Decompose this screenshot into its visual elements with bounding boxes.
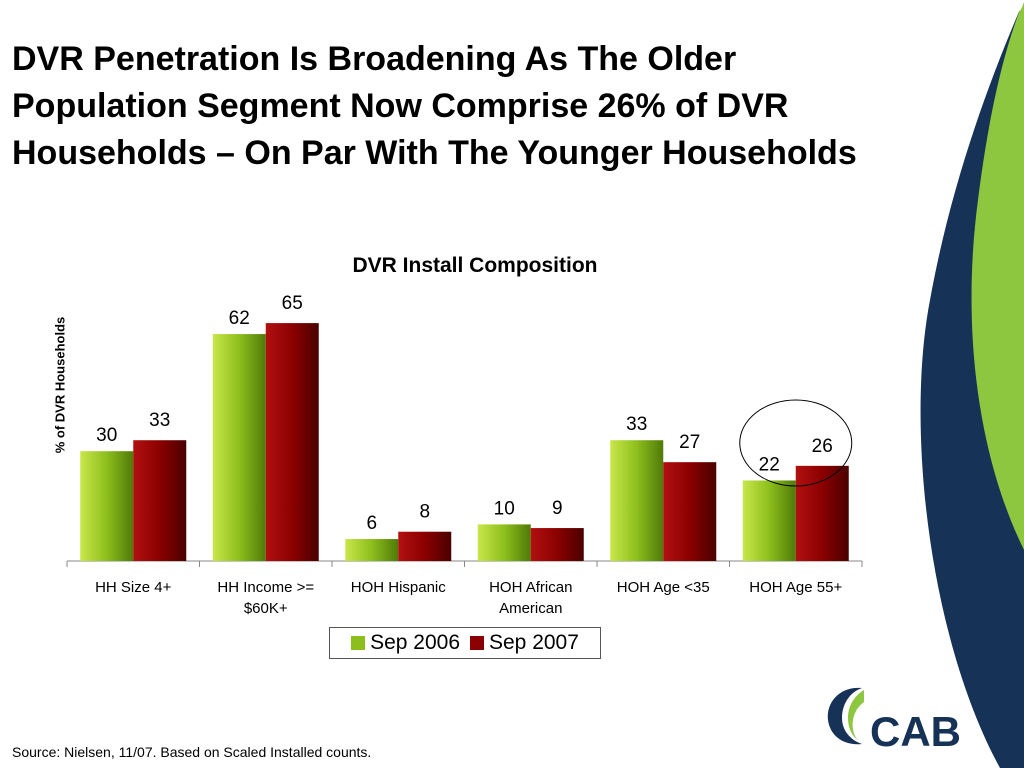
logo-swoosh-shape bbox=[827, 687, 862, 745]
source-note: Source: Nielsen, 11/07. Based on Scaled … bbox=[12, 744, 372, 760]
chart-title: DVR Install Composition bbox=[352, 254, 598, 277]
bar-sep-2006 bbox=[610, 440, 664, 561]
data-label: 26 bbox=[812, 436, 833, 457]
x-tick-label: HOH Hispanic bbox=[351, 579, 447, 596]
data-label: 22 bbox=[759, 454, 780, 475]
slide-title: DVR Penetration Is Broadening As The Old… bbox=[12, 40, 857, 172]
bar-sep-2007 bbox=[795, 465, 849, 561]
chart-legend: Sep 2006 Sep 2007 bbox=[329, 627, 601, 659]
bar-sep-2006 bbox=[345, 539, 399, 561]
x-tick-label: HH Size 4+ bbox=[95, 579, 172, 596]
data-label: 6 bbox=[366, 513, 377, 534]
green-arc-shape bbox=[971, 0, 1024, 550]
logo-text: CAB bbox=[870, 708, 961, 754]
data-label: 9 bbox=[552, 498, 563, 519]
x-tick-label: $60K+ bbox=[244, 600, 288, 617]
x-tick-label: HOH Age 55+ bbox=[749, 579, 842, 596]
bar-sep-2006 bbox=[80, 451, 134, 561]
cab-logo: CAB bbox=[827, 687, 961, 754]
data-label: 33 bbox=[626, 414, 647, 435]
white-gap-shape bbox=[1010, 0, 1024, 12]
legend-item-sep-2006: Sep 2006 bbox=[351, 631, 460, 655]
legend-label-sep-2006: Sep 2006 bbox=[370, 631, 460, 654]
logo-swoosh-green-shape bbox=[848, 690, 864, 740]
x-tick-label: HOH Age <35 bbox=[617, 579, 710, 596]
highlight-circle bbox=[739, 399, 853, 487]
data-label: 8 bbox=[419, 502, 430, 523]
data-label: 65 bbox=[282, 293, 303, 314]
data-label: 33 bbox=[149, 410, 170, 431]
data-label: 62 bbox=[229, 308, 250, 329]
bar-sep-2007 bbox=[133, 440, 187, 561]
bar-sep-2007 bbox=[663, 462, 717, 561]
x-tick-label: American bbox=[499, 600, 562, 617]
x-tick-label: HH Income >= bbox=[217, 579, 314, 596]
bar-sep-2007 bbox=[530, 528, 584, 561]
legend-item-sep-2007: Sep 2007 bbox=[470, 631, 579, 655]
bar-sep-2007 bbox=[265, 323, 319, 561]
x-tick-label: HOH African bbox=[489, 579, 572, 596]
legend-swatch-sep-2007 bbox=[470, 636, 484, 650]
legend-label-sep-2007: Sep 2007 bbox=[489, 631, 579, 654]
y-axis-label: % of DVR Households bbox=[52, 316, 68, 454]
data-label: 27 bbox=[679, 432, 700, 453]
legend-swatch-sep-2006 bbox=[351, 636, 366, 650]
bar-sep-2006 bbox=[742, 480, 796, 561]
bar-sep-2007 bbox=[398, 531, 452, 561]
bar-sep-2006 bbox=[477, 524, 531, 561]
data-label: 10 bbox=[494, 498, 515, 519]
data-label: 30 bbox=[96, 425, 117, 446]
bar-sep-2006 bbox=[212, 334, 266, 561]
bar-chart: 30 33 HH Size 4+ 62 65 HH Income >= $60K+ 6 8 HOH… bbox=[66, 293, 863, 617]
